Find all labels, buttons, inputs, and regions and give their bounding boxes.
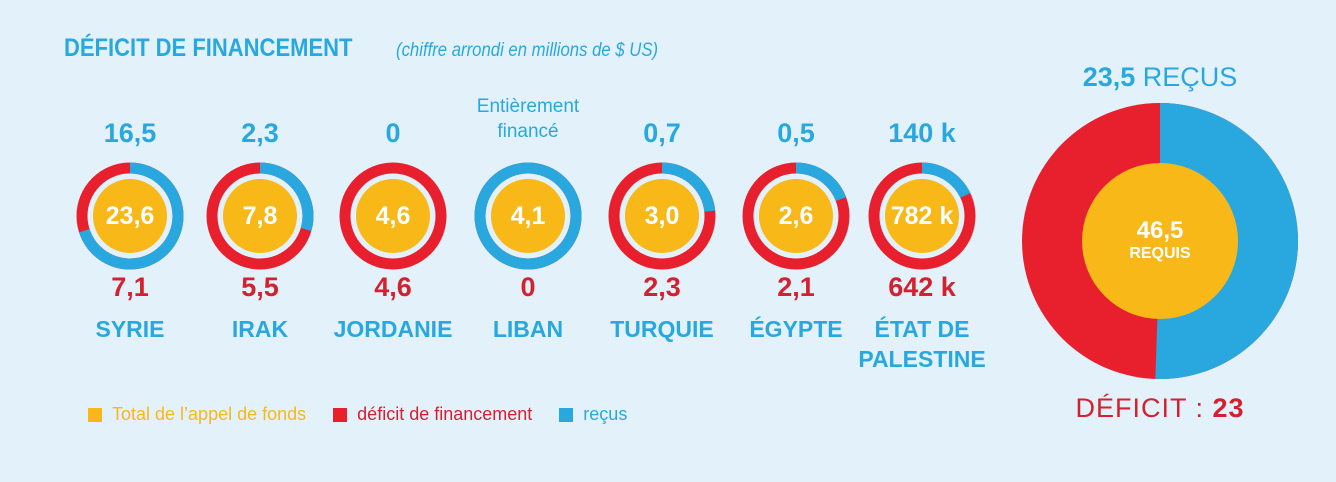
country-gap: 642 k xyxy=(888,272,956,302)
country-total: 23,6 xyxy=(105,201,155,230)
legend: Total de l’appel de fonds déficit de fin… xyxy=(88,404,649,427)
overall-received-value: 23,5 xyxy=(1082,62,1136,92)
received-arc xyxy=(742,162,850,270)
country-total: 2,6 xyxy=(778,201,814,230)
legend-label-gap: déficit de financement xyxy=(357,404,533,424)
total-circle xyxy=(759,179,833,253)
overall-center: 46,5 REQUIS xyxy=(1082,163,1238,319)
legend-swatch-gap xyxy=(333,407,348,422)
legend-swatch-received xyxy=(559,407,574,422)
legend-swatch-total xyxy=(88,407,102,422)
country-received: 0,7 xyxy=(643,118,681,148)
country-donut-svg xyxy=(206,162,314,270)
overall-total-circle xyxy=(1082,163,1238,319)
country-received: Entièrement financé xyxy=(448,94,608,144)
country-gap: 4,6 xyxy=(374,272,412,302)
received-arc xyxy=(608,162,716,270)
country-gap: 2,1 xyxy=(777,272,815,302)
overall-received-label: REÇUS xyxy=(1142,62,1238,92)
country-gap: 7,1 xyxy=(111,272,149,302)
country-donut xyxy=(740,160,852,272)
overall-total-label: REQUIS xyxy=(1129,245,1191,262)
country-total: 782 k xyxy=(890,201,954,230)
country-received-line: financé xyxy=(497,121,559,142)
overall-received: 23,5 REÇUS xyxy=(1020,62,1300,93)
country-donut-svg xyxy=(608,162,716,270)
legend-item-gap: déficit de financement xyxy=(333,404,532,425)
gap-arc xyxy=(339,162,447,270)
country-name: LIBAN xyxy=(492,316,564,342)
legend-item-received: reçus xyxy=(559,404,627,425)
total-circle xyxy=(885,179,959,253)
country-received: 140 k xyxy=(888,118,956,148)
chart-title: DÉFICIT DE FINANCEMENT xyxy=(64,34,353,62)
country-donut-svg xyxy=(742,162,850,270)
overall-gap-value: 23 xyxy=(1212,393,1245,423)
overall-total-value: 46,5 xyxy=(1136,217,1184,244)
country-received: 2,3 xyxy=(241,118,279,148)
country-donut-svg xyxy=(339,162,447,270)
country-name-line: PALESTINE xyxy=(858,346,986,372)
country-donut xyxy=(606,160,718,272)
country-name: SYRIE xyxy=(95,316,165,342)
total-circle xyxy=(223,179,297,253)
total-circle xyxy=(491,179,565,253)
country-received-line: Entièrement xyxy=(476,96,580,117)
chart-subtitle: (chiffre arrondi en millions de $ US) xyxy=(396,40,659,61)
country-donut xyxy=(866,160,978,272)
country-received: 16,5 xyxy=(103,118,157,148)
country-name: TURQUIE xyxy=(610,316,714,342)
overall-gap: DÉFICIT : 23 xyxy=(1020,393,1300,424)
country-total: 7,8 xyxy=(242,201,278,230)
country-name: JORDANIE xyxy=(333,316,453,342)
country-gap: 2,3 xyxy=(643,272,681,302)
country-total: 3,0 xyxy=(644,201,680,230)
overall-gap-label: DÉFICIT : xyxy=(1075,393,1204,423)
country-donut xyxy=(337,160,449,272)
country-name-line: ÉTAT DE xyxy=(874,316,970,342)
country-donut-svg xyxy=(474,162,582,270)
received-arc xyxy=(76,162,184,270)
country-name: ÉGYPTE xyxy=(749,316,843,342)
title-row: DÉFICIT DE FINANCEMENT xyxy=(64,34,392,63)
country-name: ÉTAT DE PALESTINE xyxy=(842,314,1002,374)
country-donut xyxy=(472,160,584,272)
country-donut xyxy=(74,160,186,272)
total-circle xyxy=(356,179,430,253)
total-circle xyxy=(93,179,167,253)
legend-item-total: Total de l’appel de fonds xyxy=(88,404,306,425)
country-donut-svg xyxy=(868,162,976,270)
legend-label-received: reçus xyxy=(583,404,628,424)
country-received: 0 xyxy=(385,118,401,148)
country-name: IRAK xyxy=(231,316,289,342)
legend-label-total: Total de l’appel de fonds xyxy=(112,404,307,424)
country-total: 4,6 xyxy=(375,201,411,230)
received-arc xyxy=(474,162,582,270)
received-arc xyxy=(206,162,314,270)
country-total: 4,1 xyxy=(510,201,546,230)
overall-donut xyxy=(1022,103,1298,379)
received-arc xyxy=(868,162,976,270)
country-received: 0,5 xyxy=(777,118,815,148)
country-gap: 0 xyxy=(520,272,536,302)
country-donut-svg xyxy=(76,162,184,270)
total-circle xyxy=(625,179,699,253)
country-gap: 5,5 xyxy=(241,272,279,302)
country-donut xyxy=(204,160,316,272)
